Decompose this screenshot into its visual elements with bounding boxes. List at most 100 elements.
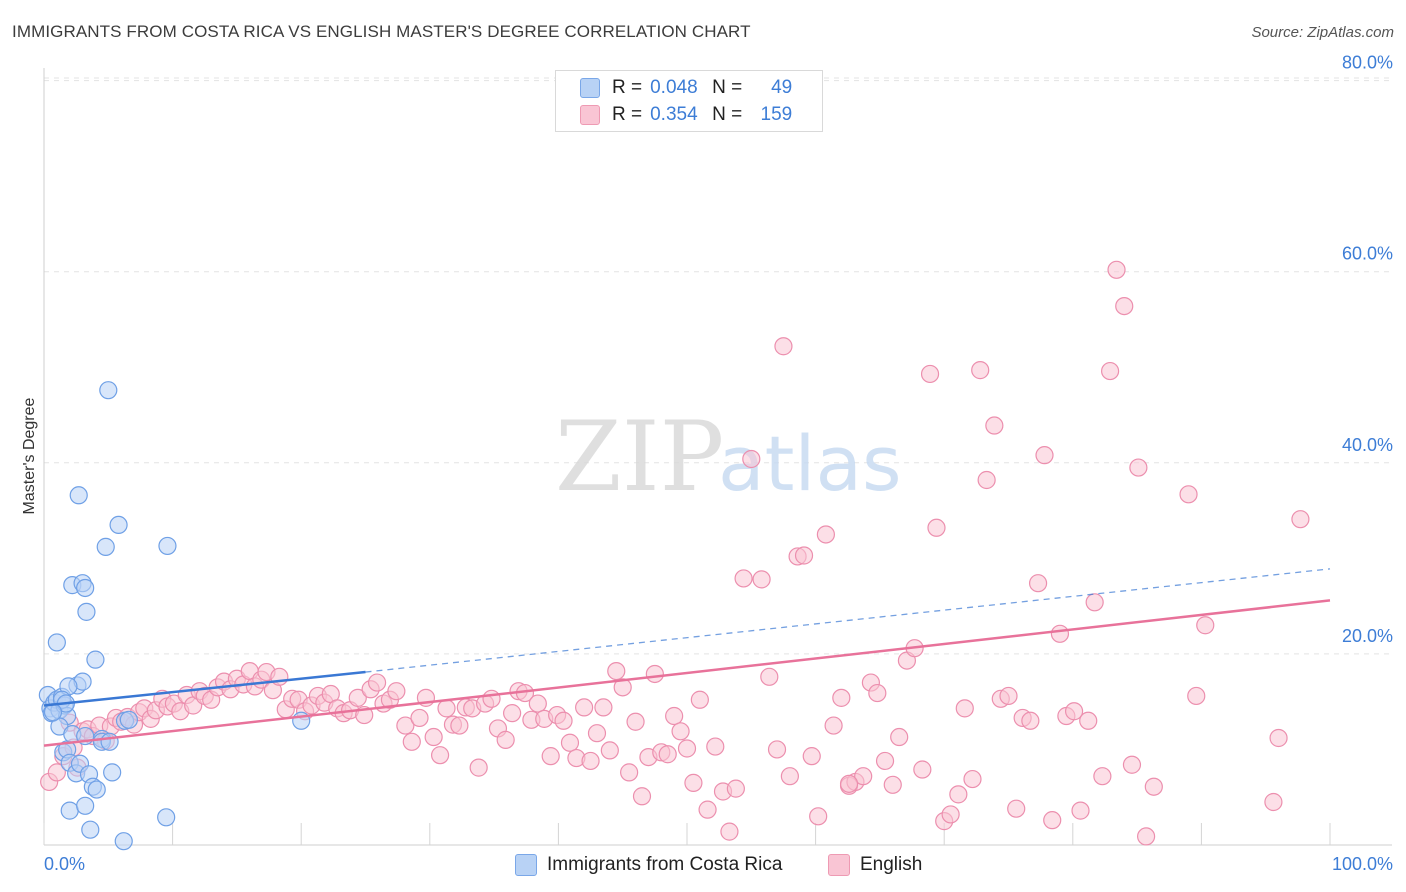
english-point [794,546,814,565]
english-point [774,337,793,356]
costa-rica-point [77,602,96,621]
english-point [658,745,677,764]
english-point [496,730,515,749]
english-point [1050,624,1070,643]
costa-rica-point [87,780,106,799]
english-point [430,746,450,765]
english-point [671,722,690,741]
english-point [1291,510,1310,529]
english-point [1085,593,1104,612]
y-tick-label: 20.0% [1342,626,1393,646]
english-point [626,712,645,731]
english-point [1179,485,1198,504]
legend-n-label: N = [712,77,743,98]
costa-rica-point [99,381,118,400]
legend-r-label: R = [612,77,643,98]
english-point [613,678,632,697]
costa-rica-points [38,381,311,851]
legend: R = 0.048 N = 49 R = 0.354 N = 159 [555,70,823,132]
source-attribution: Source: ZipAtlas.com [1251,24,1394,41]
legend-r-value: 0.048 [650,77,698,98]
english-point [410,708,429,728]
english-point [760,667,779,686]
english-point [698,800,717,819]
english-point [1093,767,1112,786]
legend-n-label: N = [712,104,743,125]
english-point [955,699,974,718]
english-point [726,779,745,798]
english-point [809,807,828,826]
costa-rica-point [47,633,66,652]
english-point [1187,686,1206,706]
english-point [875,751,895,771]
watermark-zip: ZIP [555,401,724,513]
costa-rica-point [60,801,79,820]
legend-n-value: 49 [771,77,793,98]
english-point [868,683,887,703]
costa-rica-point [158,536,177,556]
costa-rica-point [103,763,122,782]
english-point [890,727,909,747]
english-point [581,751,600,771]
english-point [1129,458,1148,477]
english-point [387,682,406,701]
english-point [1079,711,1098,730]
x-tick-label: 100.0% [1332,854,1393,874]
english-point [1043,811,1062,830]
english-point [780,767,799,786]
english-point [1064,702,1084,721]
costa-rica-point [81,820,100,839]
english-point [575,698,594,717]
bottom-legend-english: English [828,852,922,878]
bottom-legend-costa-rica: Immigrants from Costa Rica [515,852,782,878]
english-point [802,747,821,766]
costa-rica-point [69,486,88,505]
english-point [424,727,443,747]
english-point [1269,728,1288,748]
english-point [503,704,522,723]
bottom-legend-label: English [860,854,923,875]
english-point [528,694,547,713]
english-point [913,760,932,779]
gridlines [44,77,1392,655]
english-point [450,716,469,735]
legend-swatch-pink [580,105,600,125]
costa-rica-point [114,832,133,851]
english-point [396,716,415,735]
english-point [1144,777,1163,796]
english-point [1028,574,1048,593]
english-point [999,686,1018,706]
y-axis-label: Master's Degree [21,397,38,514]
english-point [677,739,697,758]
english-point [1007,799,1026,818]
costa-rica-point [100,732,119,751]
english-trend-line [43,599,1331,747]
english-point [824,716,843,735]
english-point [941,805,960,824]
english-point [734,569,753,588]
english-point [742,449,761,469]
english-point [706,737,725,756]
bottom-legend-label: Immigrants from Costa Rica [547,854,783,875]
english-point [720,822,739,841]
english-point [1107,260,1126,279]
watermark: ZIP atlas [555,401,902,513]
english-point [854,767,873,786]
legend-row-costa-rica: R = 0.048 N = 49 [580,76,792,100]
english-point [1100,361,1120,381]
english-point [949,785,968,804]
english-point [437,699,456,718]
english-point [469,758,488,777]
english-point [927,518,946,537]
english-point [985,416,1004,435]
legend-r-label: R = [612,104,643,125]
chart-title: IMMIGRANTS FROM COSTA RICA VS ENGLISH MA… [12,22,751,41]
y-tick-label: 80.0% [1342,53,1393,73]
costa-rica-point [76,796,95,815]
english-point [1071,801,1090,820]
trend-lines [43,568,1331,747]
english-point [620,763,639,782]
english-point [883,775,902,794]
english-point [367,673,387,692]
